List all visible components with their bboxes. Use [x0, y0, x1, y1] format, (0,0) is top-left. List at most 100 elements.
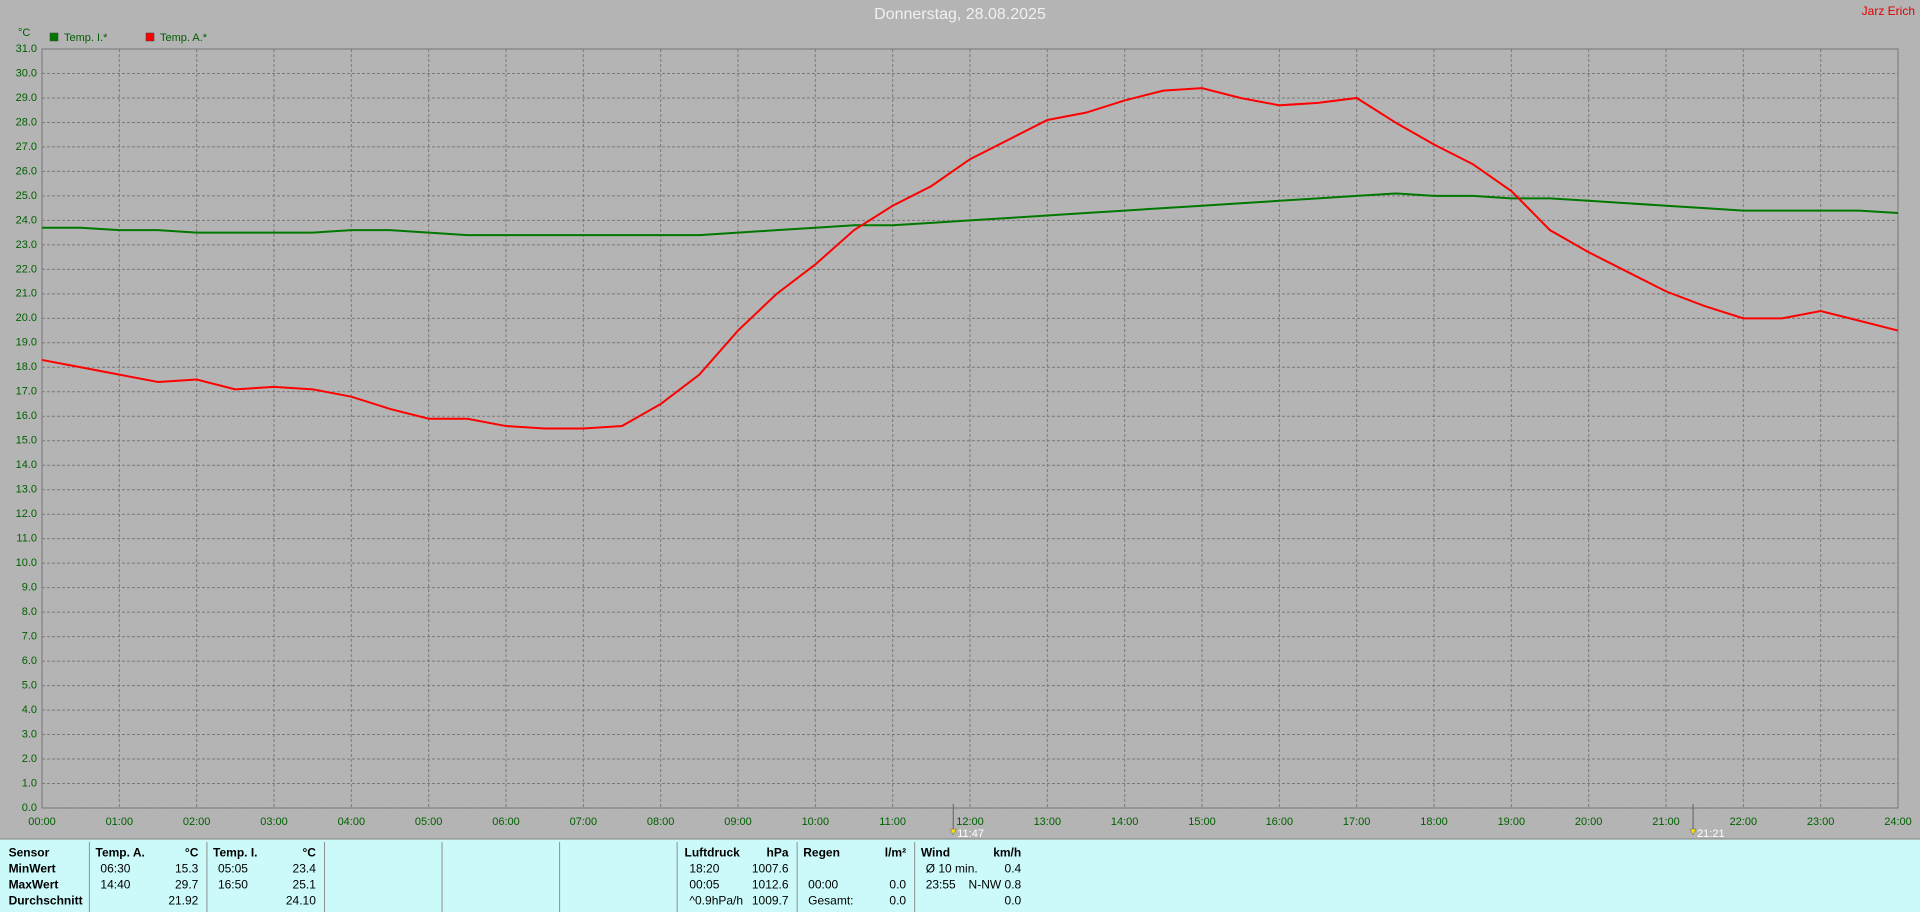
stats-value: 1012.6 [752, 877, 789, 891]
stats-value: 15.3 [175, 862, 199, 876]
y-tick-label: 30.0 [16, 67, 37, 79]
legend-swatch [49, 32, 59, 42]
y-tick-label: 5.0 [22, 679, 37, 691]
x-tick-label: 21:00 [1652, 816, 1680, 828]
x-tick-label: 12:00 [956, 816, 984, 828]
y-tick-label: 26.0 [16, 165, 37, 177]
stats-value: 23.4 [293, 862, 317, 876]
x-tick-label: 15:00 [1188, 816, 1216, 828]
stats-value: 25.1 [293, 877, 317, 891]
stats-row-label: MaxWert [9, 877, 59, 891]
stats-time: 14:40 [100, 877, 130, 891]
stats-time: Gesamt: [808, 893, 853, 907]
chart-title: Donnerstag, 28.08.2025 [874, 6, 1046, 23]
y-tick-label: 11.0 [16, 533, 37, 545]
y-tick-label: 15.0 [16, 435, 37, 447]
stats-time: Ø 10 min. [926, 862, 978, 876]
series-line [41, 87, 1899, 430]
x-tick-label: 22:00 [1730, 816, 1758, 828]
y-tick-label: 3.0 [22, 728, 37, 740]
x-tick-label: 00:00 [28, 816, 56, 828]
y-tick-label: 10.0 [16, 557, 37, 569]
x-tick-label: 03:00 [260, 816, 288, 828]
x-tick-label: 11:00 [879, 816, 906, 828]
stats-time: 05:05 [218, 862, 248, 876]
stats-header: Temp. I. [213, 846, 257, 860]
stats-time: ^0.9hPa/h [689, 893, 743, 907]
marker-label: 11:47 [957, 828, 984, 840]
stats-time: 23:55 [926, 877, 956, 891]
stats-value: 29.7 [175, 877, 199, 891]
stats-value: 0.0 [889, 893, 906, 907]
x-tick-label: 13:00 [1034, 816, 1062, 828]
stats-row-label: Durchschnitt [9, 893, 83, 907]
stats-unit: km/h [993, 846, 1021, 860]
x-tick-label: 20:00 [1575, 816, 1603, 828]
stats-header: Sensor [9, 846, 50, 860]
stats-time: 16:50 [218, 877, 248, 891]
x-tick-label: 04:00 [338, 816, 366, 828]
y-tick-label: 22.0 [16, 263, 37, 275]
x-tick-label: 05:00 [415, 816, 443, 828]
author-label: Jarz Erich [1862, 4, 1915, 18]
y-tick-label: 18.0 [16, 361, 37, 373]
stats-row-label: MinWert [9, 862, 56, 876]
x-tick-label: 10:00 [802, 816, 830, 828]
x-tick-label: 19:00 [1498, 816, 1526, 828]
y-tick-label: 27.0 [16, 141, 37, 153]
marker-icon [1689, 828, 1697, 836]
x-tick-label: 17:00 [1343, 816, 1371, 828]
y-tick-label: 6.0 [22, 655, 37, 667]
marker-label: 21:21 [1697, 828, 1725, 840]
y-tick-label: 20.0 [16, 312, 37, 324]
y-tick-label: 28.0 [16, 116, 37, 128]
x-tick-label: 18:00 [1420, 816, 1448, 828]
stats-unit: °C [185, 846, 199, 860]
x-tick-label: 16:00 [1266, 816, 1294, 828]
stats-time: 18:20 [689, 862, 719, 876]
stats-time: 00:00 [808, 877, 838, 891]
y-tick-label: 0.0 [22, 802, 37, 814]
series-line [42, 192, 1899, 237]
x-tick-label: 09:00 [724, 816, 752, 828]
y-tick-label: 24.0 [16, 214, 37, 226]
marker-icon [949, 828, 957, 836]
y-tick-label: 21.0 [16, 288, 37, 300]
stats-unit: °C [302, 846, 316, 860]
stats-value: N-NW 0.8 [969, 877, 1022, 891]
y-tick-label: 8.0 [22, 606, 37, 618]
stats-value: 0.4 [1005, 862, 1022, 876]
stats-value: 21.92 [168, 893, 198, 907]
stats-time: 06:30 [100, 862, 130, 876]
stats-value: 1007.6 [752, 862, 789, 876]
stats-value: 0.0 [1005, 893, 1022, 907]
y-tick-label: 12.0 [16, 508, 37, 520]
y-tick-label: 7.0 [22, 631, 37, 643]
stats-value: 1009.7 [752, 893, 789, 907]
x-tick-label: 23:00 [1807, 816, 1835, 828]
x-tick-label: 01:00 [106, 816, 134, 828]
x-tick-label: 24:00 [1884, 816, 1912, 828]
legend-swatch [145, 32, 155, 42]
y-tick-label: 16.0 [16, 410, 37, 422]
y-tick-label: 2.0 [22, 753, 37, 765]
stats-header: Wind [921, 846, 950, 860]
y-tick-label: 19.0 [16, 337, 37, 349]
stats-unit: hPa [767, 846, 789, 860]
y-axis-label: °C [18, 27, 30, 39]
y-tick-label: 1.0 [22, 777, 37, 789]
y-tick-label: 14.0 [16, 459, 37, 471]
stats-value: 0.0 [889, 877, 906, 891]
legend-label: Temp. A.* [160, 32, 208, 44]
x-tick-label: 14:00 [1111, 816, 1139, 828]
stats-header: Temp. A. [96, 846, 145, 860]
stats-value: 24.10 [286, 893, 316, 907]
x-tick-label: 08:00 [647, 816, 675, 828]
y-tick-label: 17.0 [16, 386, 37, 398]
y-tick-label: 25.0 [16, 190, 37, 202]
x-tick-label: 07:00 [570, 816, 598, 828]
stats-panel [0, 839, 1920, 912]
y-tick-label: 29.0 [16, 92, 37, 104]
